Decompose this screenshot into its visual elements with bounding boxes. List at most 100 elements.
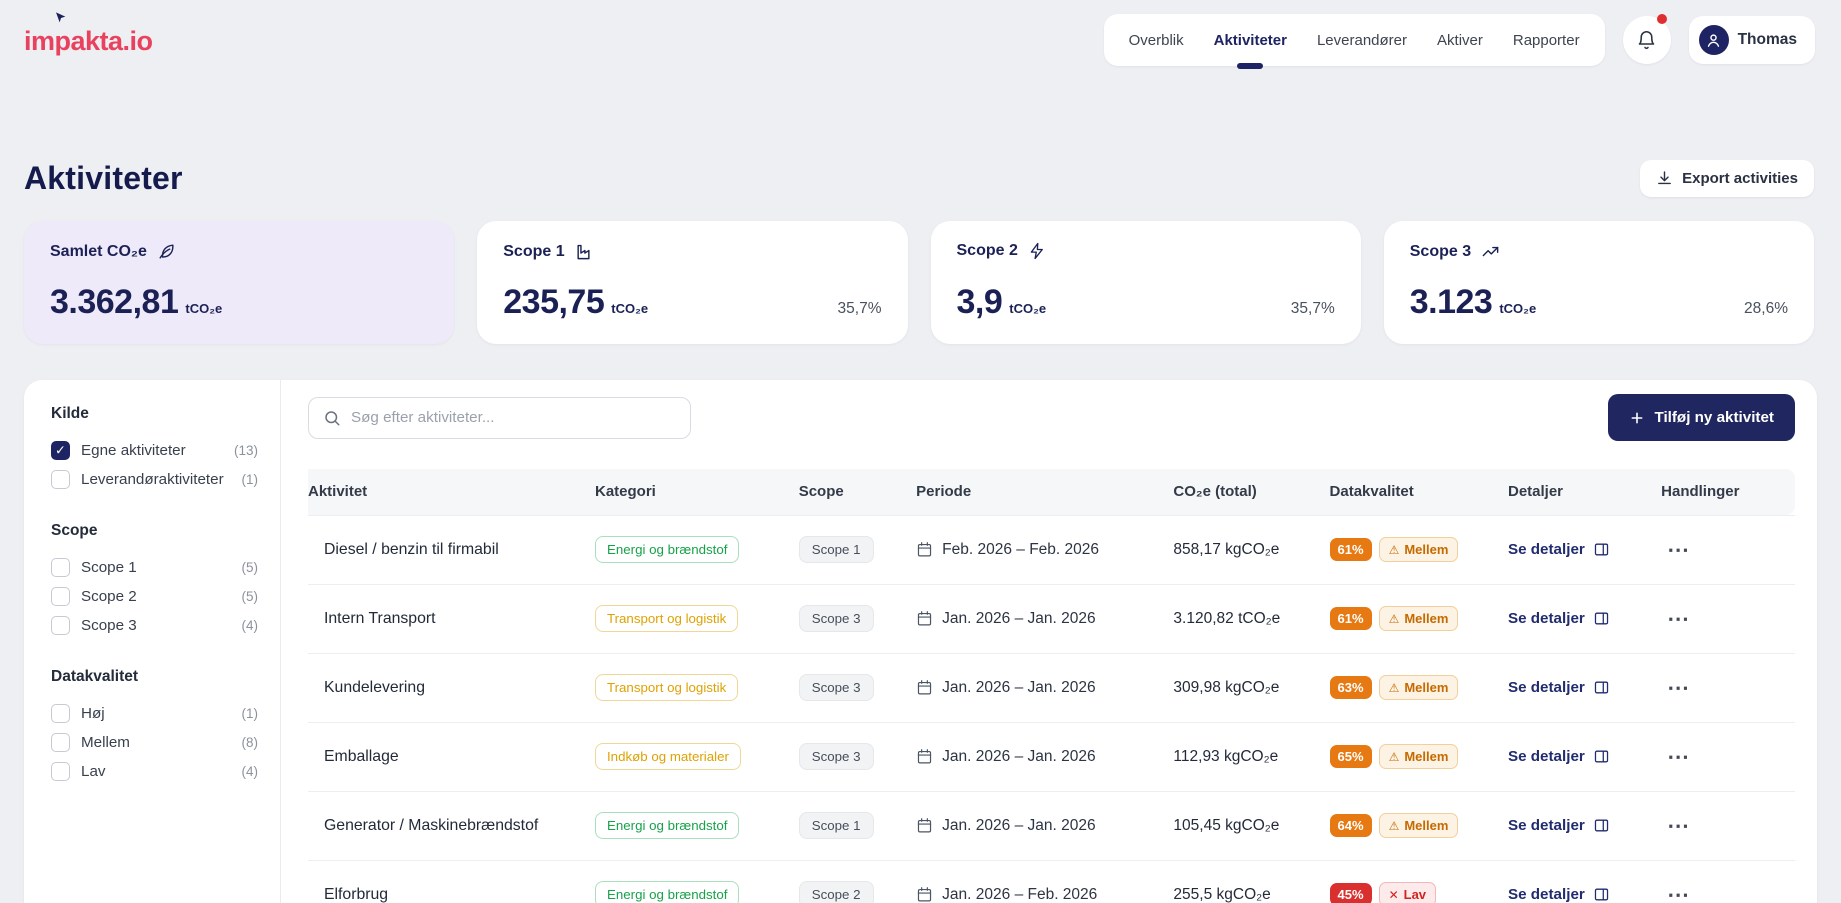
filter-option[interactable]: Scope 1 (5) xyxy=(51,553,262,582)
user-name: Thomas xyxy=(1737,31,1797,48)
scope-badge: Scope 1 xyxy=(798,536,874,563)
nav-item[interactable]: Overblik xyxy=(1114,17,1199,64)
see-details-label: Se detaljer xyxy=(1507,885,1585,903)
filter-option-label: Scope 2 xyxy=(81,588,137,605)
kpi-card: Samlet CO₂e 3.362,81 tCO₂e xyxy=(24,221,455,344)
more-actions-button[interactable]: ⋯ xyxy=(1661,813,1695,839)
activity-name: Diesel / benzin til firmabil xyxy=(308,514,595,584)
data-quality-cell: 61% ⚠ Mellem xyxy=(1329,606,1508,631)
filter-option-label: Høj xyxy=(81,705,105,722)
nav-item[interactable]: Aktiver xyxy=(1422,17,1498,64)
checkbox[interactable] xyxy=(51,762,70,781)
panel-right-icon xyxy=(1594,681,1608,693)
table-row[interactable]: Generator / Maskinebrændstof Energi og b… xyxy=(308,790,1795,860)
filter-group-title: Kilde xyxy=(51,405,89,422)
nav-item[interactable]: Rapporter xyxy=(1498,17,1595,64)
filter-option[interactable]: Egne aktiviteter (13) xyxy=(51,436,262,465)
table-row[interactable]: Kundelevering Transport og logistik Scop… xyxy=(308,652,1795,722)
filter-option[interactable]: Scope 2 (5) xyxy=(51,582,262,611)
category-badge: Indkøb og materialer xyxy=(594,743,741,770)
more-actions-button[interactable]: ⋯ xyxy=(1661,675,1695,701)
data-quality-cell: 64% ⚠ Mellem xyxy=(1329,813,1508,838)
see-details-link[interactable]: Se detaljer xyxy=(1508,610,1610,627)
notifications-button[interactable] xyxy=(1622,14,1671,64)
checkbox[interactable] xyxy=(51,441,70,460)
table-row[interactable]: Diesel / benzin til firmabil Energi og b… xyxy=(308,514,1795,584)
filter-option[interactable]: Høj (1) xyxy=(51,699,262,728)
quality-icon: ✕ xyxy=(1388,887,1399,902)
kpi-icon xyxy=(1028,242,1046,260)
checkbox[interactable] xyxy=(51,470,70,489)
main-nav: Overblik Aktiviteter Leverandører xyxy=(1103,14,1605,69)
checkbox[interactable] xyxy=(51,733,70,752)
add-activity-button[interactable]: Tilføj ny aktivitet xyxy=(1608,394,1795,441)
scope-badge: Scope 3 xyxy=(798,605,874,632)
table-row[interactable]: Elforbrug Energi og brændstof Scope 2 Ja… xyxy=(308,859,1795,903)
logo[interactable]: impakta.io xyxy=(24,12,153,57)
activities-panel: Kilde Egne aktiviteter (13) Leverandørak… xyxy=(24,380,1817,903)
see-details-link[interactable]: Se detaljer xyxy=(1508,886,1610,903)
quality-percent-badge: 61% xyxy=(1329,607,1372,630)
see-details-label: Se detaljer xyxy=(1507,609,1585,627)
see-details-link[interactable]: Se detaljer xyxy=(1508,541,1610,558)
filter-option[interactable]: Scope 3 (4) xyxy=(51,611,262,640)
more-actions-button[interactable]: ⋯ xyxy=(1661,744,1695,770)
quality-percent-badge: 65% xyxy=(1329,745,1372,768)
leaf-icon xyxy=(159,244,174,259)
see-details-link[interactable]: Se detaljer xyxy=(1508,817,1610,834)
quality-label-badge: ✕ Lav xyxy=(1378,882,1437,903)
filter-option-label: Scope 1 xyxy=(81,559,137,576)
nav-item-label: Aktiver xyxy=(1437,31,1483,49)
filter-option-count: (5) xyxy=(241,560,259,575)
toolbar: Tilføj ny aktivitet xyxy=(308,394,1795,441)
table-row[interactable]: Emballage Indkøb og materialer Scope 3 J… xyxy=(308,721,1795,791)
quality-label-text: Mellem xyxy=(1404,680,1449,695)
checkbox[interactable] xyxy=(51,704,70,723)
avatar xyxy=(1698,25,1729,55)
activities-table: Aktivitet Kategori Scope Periode CO₂e (total… xyxy=(308,469,1795,903)
more-actions-button[interactable]: ⋯ xyxy=(1661,882,1695,903)
quality-icon: ⚠ xyxy=(1388,542,1400,557)
see-details-label: Se detaljer xyxy=(1507,747,1585,765)
more-actions-button[interactable]: ⋯ xyxy=(1661,537,1695,563)
nav-item[interactable]: Aktiviteter xyxy=(1199,17,1302,69)
export-activities-button[interactable]: Export activities xyxy=(1640,160,1814,197)
kpi-icon xyxy=(575,242,594,261)
column-header: Scope xyxy=(798,469,917,515)
filter-option-label: Scope 3 xyxy=(81,617,137,634)
activity-name: Elforbrug xyxy=(308,859,595,903)
table-row[interactable]: Intern Transport Transport og logistik S… xyxy=(308,583,1795,653)
cursor-icon xyxy=(56,12,66,23)
user-icon xyxy=(1707,33,1720,47)
checkbox[interactable] xyxy=(51,587,70,606)
kpi-card: Scope 2 3,9 tCO₂e 35,7% xyxy=(930,221,1361,344)
kpi-value: 3.362,81 xyxy=(50,283,179,321)
nav-item[interactable]: Leverandører xyxy=(1302,17,1422,64)
filter-option[interactable]: Leverandøraktiviteter (1) xyxy=(51,465,262,494)
calendar-icon xyxy=(918,611,932,626)
quality-icon: ⚠ xyxy=(1388,611,1400,626)
checkbox[interactable] xyxy=(51,558,70,577)
filter-option[interactable]: Mellem (8) xyxy=(51,728,262,757)
search-box[interactable] xyxy=(308,396,691,439)
category-badge: Energi og brændstof xyxy=(594,812,740,839)
period-cell: Jan. 2026 – Jan. 2026 xyxy=(916,610,1173,628)
column-header: Datakvalitet xyxy=(1329,469,1508,515)
bell-icon xyxy=(1638,30,1655,49)
nav-item-label: Overblik xyxy=(1128,31,1184,49)
see-details-link[interactable]: Se detaljer xyxy=(1508,748,1610,765)
quality-percent-badge: 63% xyxy=(1329,676,1372,699)
quality-label-text: Mellem xyxy=(1404,542,1449,557)
checkbox[interactable] xyxy=(51,616,70,635)
kpi-cards: Samlet CO₂e 3.362,81 tCO₂e Sco xyxy=(24,221,1814,344)
filter-option[interactable]: Lav (4) xyxy=(51,757,262,786)
co2-total: 255,5 kgCO₂e xyxy=(1173,859,1330,903)
user-menu[interactable]: Thomas xyxy=(1688,16,1815,64)
search-input[interactable] xyxy=(351,409,676,426)
more-actions-button[interactable]: ⋯ xyxy=(1661,606,1695,632)
panel-right-icon xyxy=(1594,612,1608,624)
filter-group-title: Scope xyxy=(51,522,98,539)
data-quality-cell: 45% ✕ Lav xyxy=(1329,882,1508,903)
see-details-link[interactable]: Se detaljer xyxy=(1508,679,1610,696)
kpi-unit: tCO₂e xyxy=(1499,301,1537,316)
